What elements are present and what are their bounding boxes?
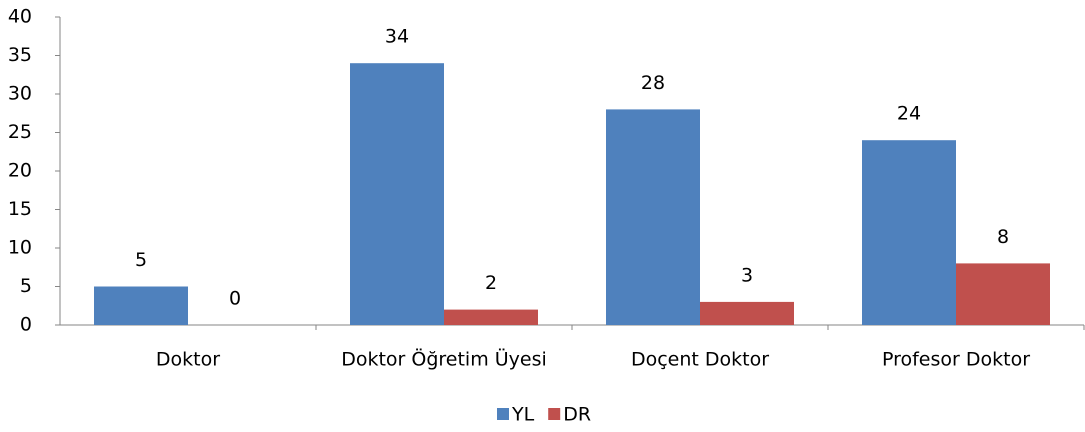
y-tick-label: 10 <box>8 237 32 259</box>
y-tick-label: 40 <box>8 6 32 28</box>
x-tick-label: Profesor Doktor <box>882 349 1030 371</box>
x-tick-label: Doçent Doktor <box>631 349 769 371</box>
y-tick-label: 30 <box>8 83 32 105</box>
data-label: 24 <box>897 103 921 125</box>
data-label: 0 <box>229 288 241 310</box>
bar <box>700 301 794 325</box>
data-label: 2 <box>485 272 497 294</box>
legend-swatch <box>497 408 509 420</box>
bar <box>606 109 700 326</box>
y-tick-label: 20 <box>8 160 32 182</box>
y-tick-label: 0 <box>20 314 32 336</box>
data-label: 3 <box>741 264 753 286</box>
y-tick-label: 35 <box>8 44 32 66</box>
legend-label: DR <box>563 404 591 426</box>
y-tick-label: 15 <box>8 198 32 220</box>
data-label: 8 <box>997 226 1009 248</box>
y-tick-label: 25 <box>8 121 32 143</box>
x-tick-label: Doktor <box>156 349 220 371</box>
x-tick-label: Doktor Öğretim Üyesi <box>341 348 547 371</box>
legend-label: YL <box>511 404 535 426</box>
legend-swatch <box>548 408 561 420</box>
bar <box>350 63 444 325</box>
bar <box>444 309 538 325</box>
y-tick-label: 5 <box>20 275 32 297</box>
bar <box>862 140 956 325</box>
data-label: 28 <box>641 72 665 94</box>
data-label: 5 <box>135 249 147 271</box>
bar <box>94 286 188 325</box>
data-label: 34 <box>385 26 409 48</box>
bar <box>956 263 1050 325</box>
